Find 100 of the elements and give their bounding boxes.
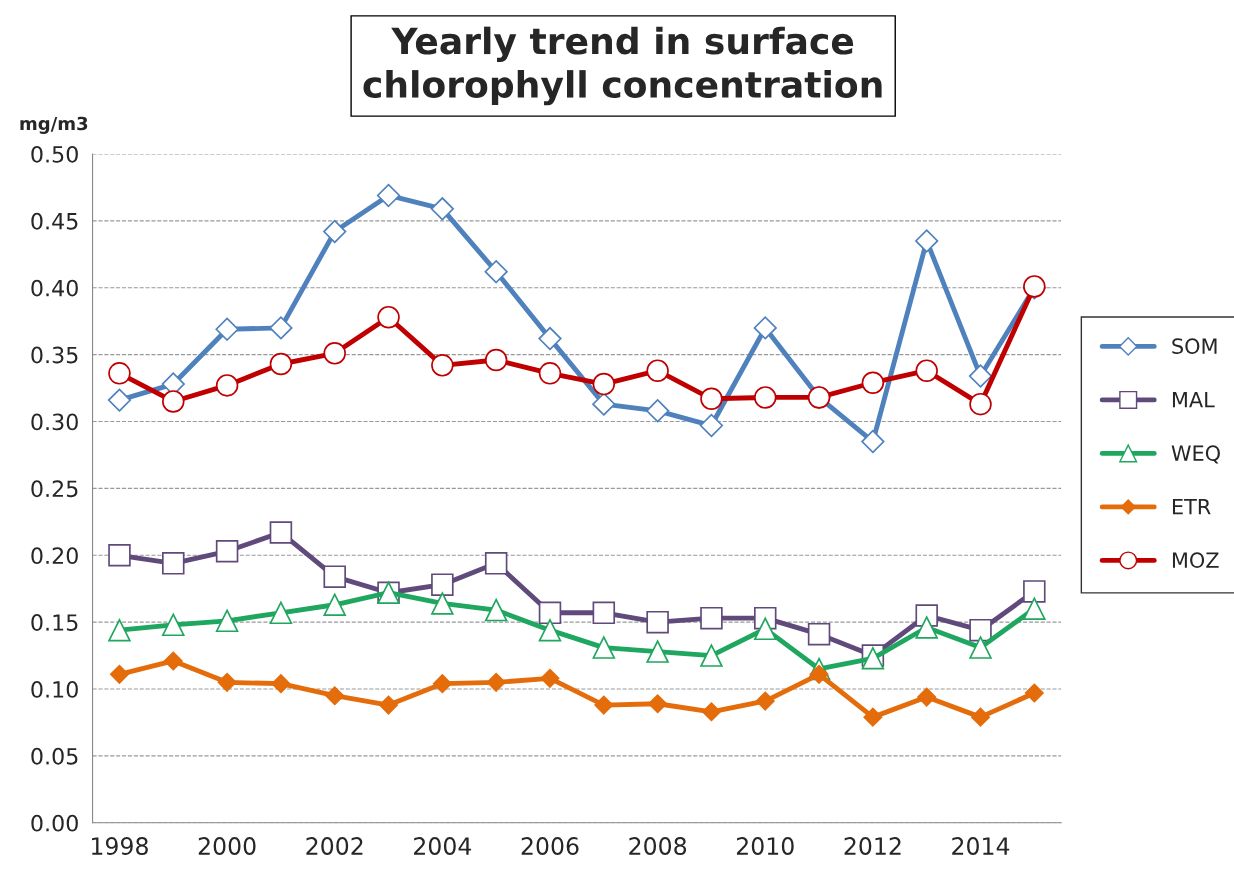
point xyxy=(376,183,401,208)
point xyxy=(538,618,562,642)
point xyxy=(915,359,938,382)
y-tick-label: 0.05 xyxy=(31,747,78,765)
point xyxy=(969,636,992,659)
point xyxy=(484,260,508,284)
point xyxy=(323,593,346,617)
point xyxy=(699,413,724,438)
y-tick-label: 0.00 xyxy=(31,814,78,832)
point xyxy=(1023,597,1046,621)
point xyxy=(269,316,293,340)
x-tick-label: 2000 xyxy=(198,837,256,855)
point xyxy=(700,606,723,630)
point xyxy=(701,702,721,722)
legend-label: SOM xyxy=(1172,338,1217,355)
y-tick-label: 0.35 xyxy=(31,346,78,364)
point xyxy=(484,598,508,622)
point xyxy=(431,592,454,615)
y-axis-title: mg/m3 xyxy=(20,116,88,134)
point xyxy=(432,674,452,694)
point xyxy=(271,674,291,694)
point xyxy=(269,352,293,376)
point xyxy=(323,565,346,588)
point xyxy=(861,429,885,454)
point xyxy=(323,219,347,244)
point xyxy=(431,573,454,596)
point xyxy=(592,636,616,659)
point xyxy=(484,552,508,575)
point xyxy=(646,610,669,634)
y-tick-label: 0.45 xyxy=(31,212,78,230)
point xyxy=(162,552,185,575)
point xyxy=(269,601,293,625)
point xyxy=(861,371,885,394)
x-tick-label: 2012 xyxy=(844,837,901,855)
point xyxy=(215,609,239,633)
point xyxy=(753,386,777,409)
x-tick-label: 1998 xyxy=(92,837,148,855)
chart-title: Yearly trend in surface chlorophyll concentration xyxy=(363,26,882,106)
point xyxy=(917,687,937,707)
point xyxy=(968,364,993,388)
point xyxy=(109,664,129,684)
point xyxy=(486,672,506,692)
x-tick-label: 2004 xyxy=(414,837,472,855)
y-tick-label: 0.15 xyxy=(31,614,78,631)
y-tick-label: 0.30 xyxy=(31,413,78,431)
point xyxy=(215,540,239,563)
point xyxy=(646,359,669,382)
y-tick-label: 0.40 xyxy=(31,279,78,297)
point xyxy=(538,326,562,351)
x-tick-label: 2006 xyxy=(521,837,579,855)
point xyxy=(646,640,669,663)
point xyxy=(592,372,616,396)
point xyxy=(645,399,670,423)
point xyxy=(484,348,508,372)
legend-label: ETR xyxy=(1172,499,1211,515)
point xyxy=(1024,683,1044,703)
point xyxy=(1023,580,1046,603)
y-tick-label: 0.25 xyxy=(31,480,78,498)
x-tick-label: 2010 xyxy=(736,837,794,855)
point xyxy=(108,544,131,567)
point xyxy=(592,392,616,416)
point xyxy=(592,601,616,625)
legend-label: MAL xyxy=(1172,392,1215,408)
point xyxy=(217,672,237,692)
point xyxy=(215,374,239,397)
point xyxy=(863,707,883,727)
point xyxy=(915,616,938,639)
point xyxy=(107,388,132,412)
point xyxy=(325,686,345,706)
point xyxy=(215,317,239,341)
point xyxy=(969,392,992,416)
point xyxy=(648,694,668,714)
point xyxy=(538,362,562,385)
y-tick-label: 0.50 xyxy=(31,145,78,163)
point xyxy=(163,651,183,671)
point xyxy=(108,618,131,642)
point xyxy=(379,695,399,715)
point xyxy=(594,695,614,715)
point xyxy=(540,668,560,688)
point xyxy=(971,707,990,727)
point xyxy=(162,613,185,637)
point xyxy=(108,362,131,385)
point xyxy=(755,691,775,711)
point xyxy=(323,342,346,365)
point xyxy=(377,305,400,329)
y-tick-label: 0.10 xyxy=(31,680,78,698)
point xyxy=(753,617,777,641)
x-tick-label: 2002 xyxy=(306,837,363,855)
legend-label: MOZ xyxy=(1172,552,1219,568)
x-tick-label: 2008 xyxy=(629,837,687,855)
x-tick-label: 2014 xyxy=(952,837,1010,855)
point xyxy=(162,390,185,413)
point xyxy=(807,622,831,646)
point xyxy=(915,229,939,253)
y-tick-label: 0.20 xyxy=(31,547,78,565)
point xyxy=(700,644,723,667)
point xyxy=(753,316,777,340)
point xyxy=(538,601,562,625)
point xyxy=(700,387,723,411)
point xyxy=(431,354,454,377)
